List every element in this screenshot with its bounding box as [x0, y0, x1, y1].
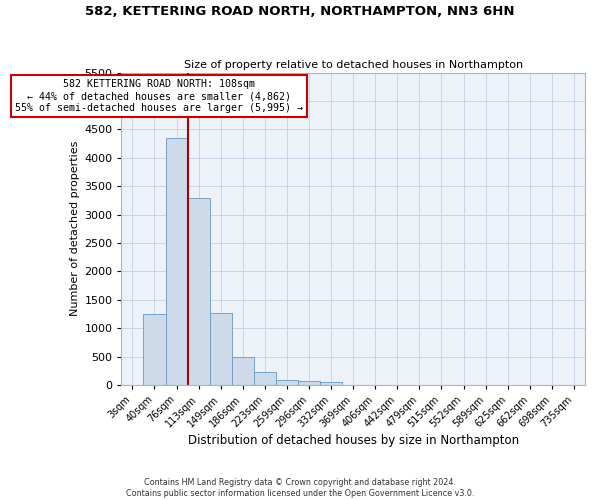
- Bar: [143, 314, 166, 385]
- X-axis label: Distribution of detached houses by size in Northampton: Distribution of detached houses by size …: [188, 434, 519, 448]
- Bar: [188, 198, 209, 385]
- Text: 582 KETTERING ROAD NORTH: 108sqm
← 44% of detached houses are smaller (4,862)
55: 582 KETTERING ROAD NORTH: 108sqm ← 44% o…: [15, 80, 303, 112]
- Bar: [276, 380, 298, 385]
- Bar: [320, 382, 342, 385]
- Title: Size of property relative to detached houses in Northampton: Size of property relative to detached ho…: [184, 60, 523, 70]
- Y-axis label: Number of detached properties: Number of detached properties: [70, 141, 80, 316]
- Bar: [298, 381, 320, 385]
- Bar: [166, 138, 188, 385]
- Bar: [209, 312, 232, 385]
- Bar: [232, 357, 254, 385]
- Text: 582, KETTERING ROAD NORTH, NORTHAMPTON, NN3 6HN: 582, KETTERING ROAD NORTH, NORTHAMPTON, …: [85, 5, 515, 18]
- Bar: [254, 372, 276, 385]
- Text: Contains HM Land Registry data © Crown copyright and database right 2024.
Contai: Contains HM Land Registry data © Crown c…: [126, 478, 474, 498]
